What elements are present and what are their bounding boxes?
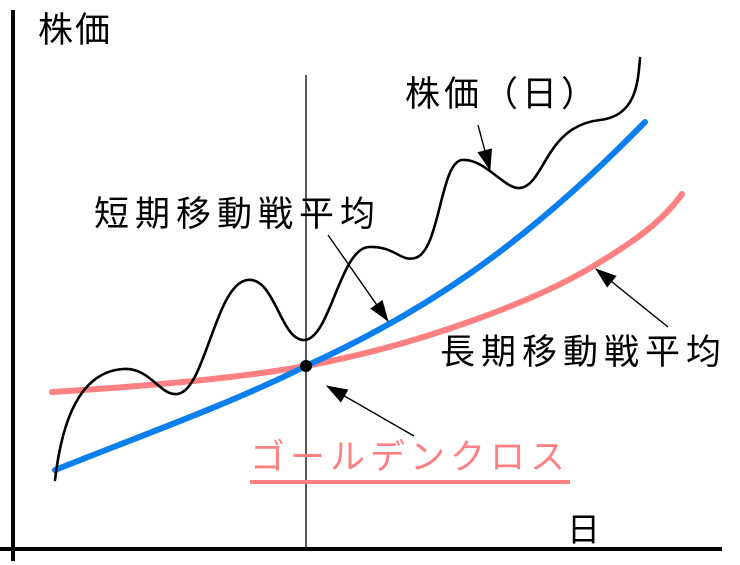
x-axis-label: 日	[567, 510, 606, 549]
golden-cross-label: ゴールデンクロス	[250, 441, 571, 484]
long-ma-line	[49, 191, 685, 395]
golden-cross-point	[300, 360, 312, 372]
daily-price-label: 株価（日）	[405, 75, 601, 115]
short-ma-label: 短期移動戦平均	[94, 195, 382, 235]
y-axis-label: 株価	[38, 11, 113, 51]
daily-price-line	[53, 56, 642, 482]
price-label-arrow	[477, 124, 493, 172]
short-ma-arrow	[327, 234, 389, 322]
long-ma-label: 長期移動戦平均	[440, 333, 728, 373]
short-ma-line	[52, 119, 648, 473]
golden-cross-arrow	[326, 385, 415, 437]
long-ma-arrow	[595, 268, 669, 328]
